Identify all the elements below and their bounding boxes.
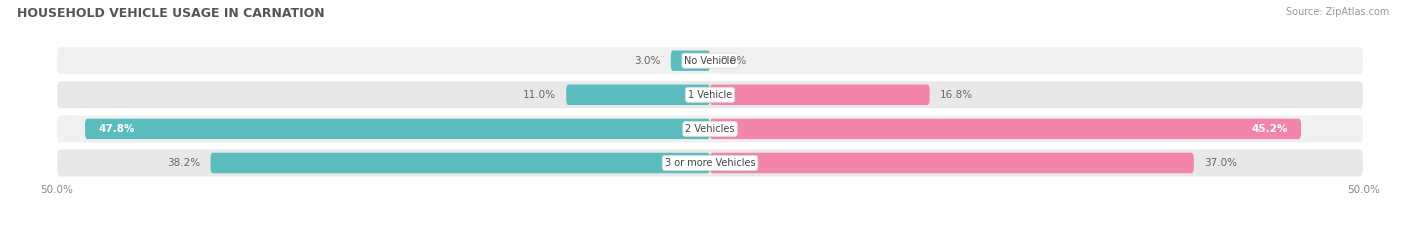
FancyBboxPatch shape: [671, 51, 710, 71]
FancyBboxPatch shape: [84, 119, 710, 139]
Text: 11.0%: 11.0%: [523, 90, 555, 100]
Text: 45.2%: 45.2%: [1251, 124, 1288, 134]
Text: 47.8%: 47.8%: [98, 124, 135, 134]
Text: 0.0%: 0.0%: [720, 56, 747, 66]
Text: No Vehicle: No Vehicle: [685, 56, 735, 66]
Text: 1 Vehicle: 1 Vehicle: [688, 90, 733, 100]
Text: 3 or more Vehicles: 3 or more Vehicles: [665, 158, 755, 168]
FancyBboxPatch shape: [710, 119, 1301, 139]
Text: 38.2%: 38.2%: [167, 158, 200, 168]
FancyBboxPatch shape: [211, 153, 710, 173]
Text: Source: ZipAtlas.com: Source: ZipAtlas.com: [1285, 7, 1389, 17]
FancyBboxPatch shape: [56, 80, 1364, 109]
Text: 3.0%: 3.0%: [634, 56, 661, 66]
FancyBboxPatch shape: [710, 153, 1194, 173]
Text: 2 Vehicles: 2 Vehicles: [685, 124, 735, 134]
Text: 37.0%: 37.0%: [1205, 158, 1237, 168]
FancyBboxPatch shape: [56, 114, 1364, 143]
FancyBboxPatch shape: [567, 85, 710, 105]
FancyBboxPatch shape: [56, 148, 1364, 178]
Text: HOUSEHOLD VEHICLE USAGE IN CARNATION: HOUSEHOLD VEHICLE USAGE IN CARNATION: [17, 7, 325, 20]
FancyBboxPatch shape: [56, 46, 1364, 75]
Text: 16.8%: 16.8%: [941, 90, 973, 100]
FancyBboxPatch shape: [710, 85, 929, 105]
